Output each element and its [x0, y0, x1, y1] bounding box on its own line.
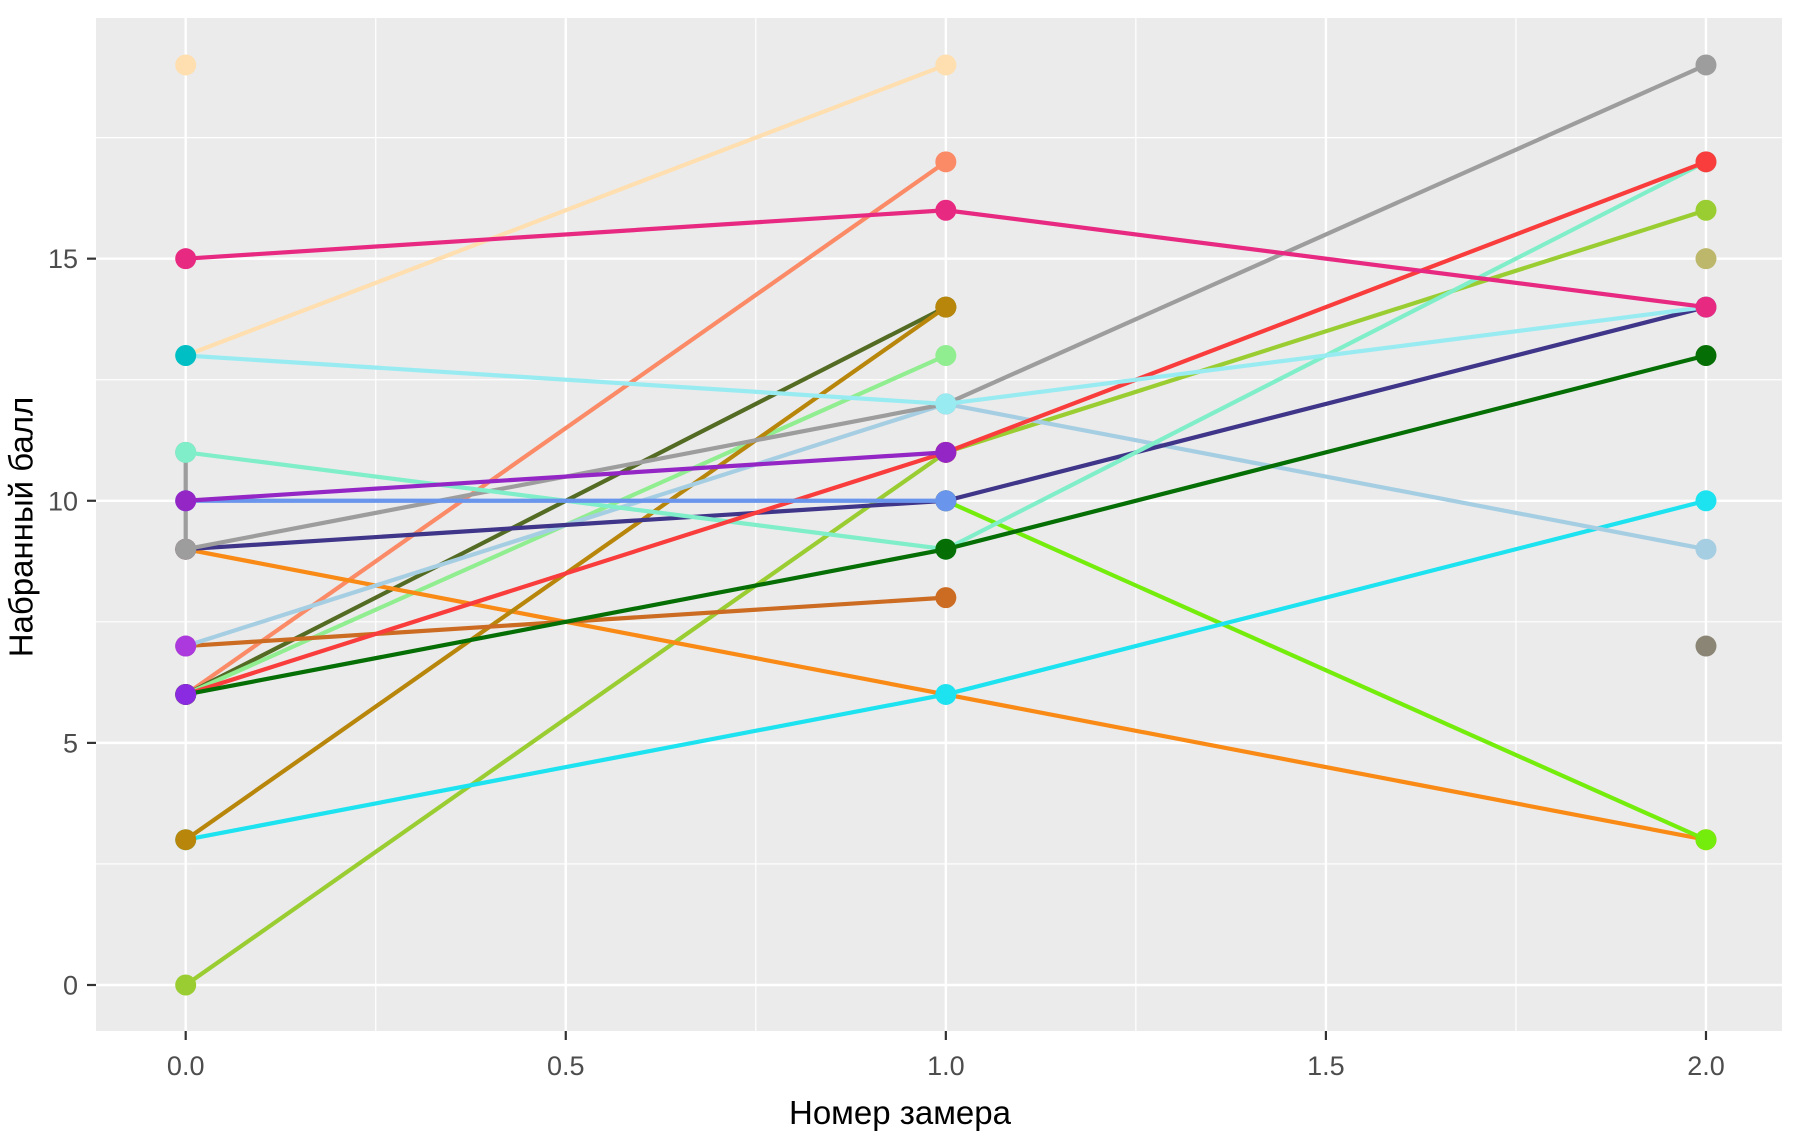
- series-point-subject-peach: [935, 54, 957, 76]
- series-point-subject-magenta: [175, 248, 197, 270]
- series-point-subject-peach-single: [175, 54, 197, 76]
- series-point-subject-aquamarine: [175, 441, 197, 463]
- series-point-subject-coral: [935, 151, 957, 173]
- series-point-subject-lightgreen: [935, 345, 957, 367]
- x-tick-label: 0.0: [167, 1051, 205, 1081]
- y-axis-title: Набранный балл: [2, 396, 40, 658]
- series-point-subject-grayolive-single: [1695, 635, 1717, 657]
- series-line-subject-purple: [185, 450, 946, 503]
- y-tick-label: 15: [48, 244, 78, 274]
- plot-panel: [96, 18, 1782, 1031]
- series-line-subject-lawngreen: [944, 498, 1707, 842]
- y-tick-label: 0: [63, 970, 78, 1000]
- series-point-subject-lawngreen: [1695, 829, 1717, 851]
- y-tick-label: 5: [63, 728, 78, 758]
- series-point-subject-magenta: [935, 199, 957, 221]
- series-point-subject-darkgreen: [935, 538, 957, 560]
- series-point-subject-cornflowerblue: [935, 490, 957, 512]
- series-point-subject-gray: [1695, 54, 1717, 76]
- series-point-subject-paleturquoise: [935, 393, 957, 415]
- series-point-subject-cyan: [1695, 490, 1717, 512]
- series-point-subject-purple: [935, 441, 957, 463]
- series-point-subject-chocolate: [935, 587, 957, 609]
- series-point-subject-yellowgreen: [1695, 199, 1717, 221]
- series-point-subject-darkkhaki-single: [1695, 248, 1717, 270]
- x-tick-label: 0.5: [547, 1051, 585, 1081]
- series-point-subject-red: [1695, 151, 1717, 173]
- series-point-subject-purple: [175, 490, 197, 512]
- x-tick-label: 2.0: [1687, 1051, 1725, 1081]
- y-tick-label: 10: [48, 486, 78, 516]
- series-point-subject-yellowgreen: [175, 974, 197, 996]
- series-point-subject-darkgreen: [1695, 345, 1717, 367]
- series-point-subject-teal-single: [175, 345, 197, 367]
- series-point-subject-gray: [175, 538, 197, 560]
- series-point-subject-darkgoldenrod: [175, 829, 197, 851]
- x-tick-label: 1.5: [1307, 1051, 1345, 1081]
- series-point-subject-magenta: [1695, 296, 1717, 318]
- series-point-subject-orchid-single: [175, 635, 197, 657]
- series-point-subject-cyan: [935, 683, 957, 705]
- series-point-subject-blueviolet-single: [175, 683, 197, 705]
- x-tick-label: 1.0: [927, 1051, 965, 1081]
- series-point-subject-lightblue: [1695, 538, 1717, 560]
- series-line-subject-peach: [184, 63, 947, 358]
- x-axis-title: Номер замера: [789, 1094, 1011, 1131]
- series-point-subject-darkgoldenrod: [935, 296, 957, 318]
